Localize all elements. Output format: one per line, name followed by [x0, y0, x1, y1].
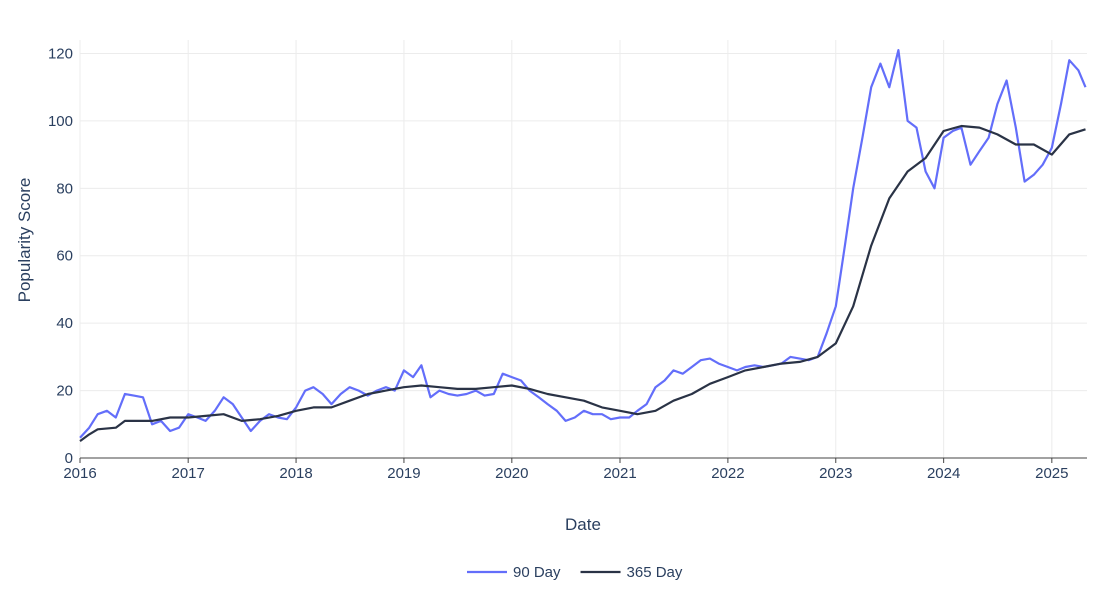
x-tick-label: 2023 [819, 465, 852, 482]
series-lines [79, 49, 1087, 442]
y-tick-label: 100 [48, 113, 73, 130]
x-tick-label: 2019 [387, 465, 420, 482]
x-tick-label: 2022 [711, 465, 744, 482]
legend-label: 90 Day [513, 564, 561, 581]
x-tick-label: 2018 [279, 465, 312, 482]
y-tick-label: 0 [65, 450, 73, 467]
x-tick-label: 2017 [171, 465, 204, 482]
y-tick-label: 20 [56, 383, 73, 400]
y-tick-label: 40 [56, 315, 73, 332]
x-tick-label: 2021 [603, 465, 636, 482]
legend-item-365-day[interactable]: 365 Day [580, 564, 683, 581]
series-line-90-day [79, 49, 1087, 439]
x-tick-label: 2020 [495, 465, 528, 482]
series-line-365-day [79, 124, 1086, 442]
x-axis-title: Date [565, 515, 601, 534]
legend-item-90-day[interactable]: 90 Day [467, 564, 561, 581]
y-tick-label: 60 [56, 248, 73, 265]
legend-label: 365 Day [627, 564, 683, 581]
y-axis-title: Popularity Score [15, 178, 34, 303]
legend: 90 Day 365 Day [467, 564, 683, 581]
x-tick-label: 2025 [1035, 465, 1068, 482]
x-tick-label: 2024 [927, 465, 960, 482]
grid [79, 40, 1087, 458]
y-tick-label: 120 [48, 45, 73, 62]
axes: 0 20 40 60 80 100 120 2016 2017 2018 2019 2020 2021 2… [48, 45, 1087, 482]
x-tick-label: 2016 [63, 465, 96, 482]
y-tick-label: 80 [56, 180, 73, 197]
